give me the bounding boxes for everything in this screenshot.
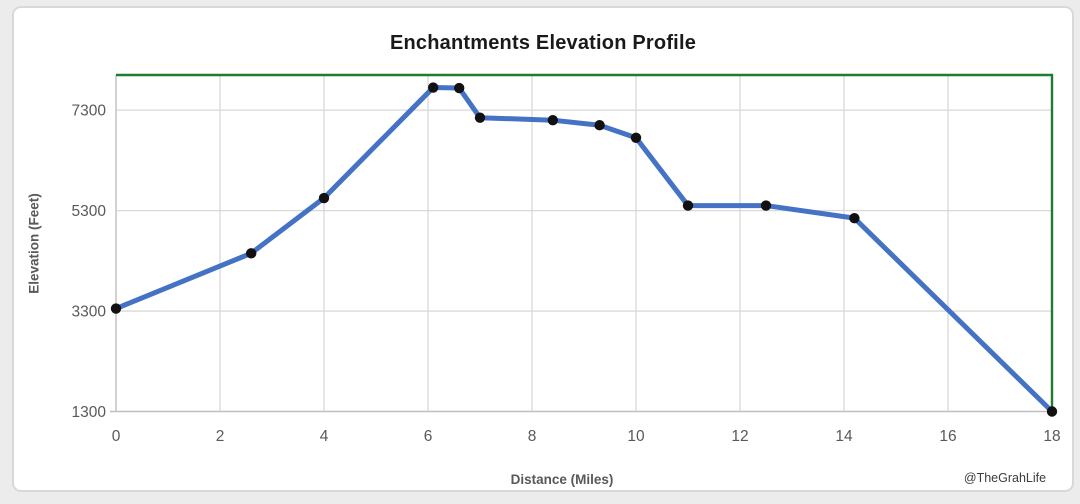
y-tick-label: 7300: [72, 103, 107, 120]
x-tick-label: 14: [835, 428, 853, 445]
x-tick-label: 10: [627, 428, 645, 445]
x-tick-label: 16: [939, 428, 956, 445]
data-point-marker: [547, 115, 558, 126]
data-point-marker: [428, 82, 439, 93]
data-point-marker: [110, 303, 122, 314]
data-point-marker: [594, 120, 605, 131]
elevation-data-line: [113, 85, 1055, 414]
y-tick-label: 3300: [72, 303, 107, 320]
data-point-marker: [760, 200, 772, 211]
x-tick-label: 0: [112, 428, 121, 445]
x-tick-label: 8: [528, 428, 537, 445]
data-point-marker: [474, 112, 486, 123]
data-point-marker: [682, 200, 694, 211]
data-point-marker: [318, 192, 330, 204]
x-tick-label: 6: [424, 428, 433, 445]
data-point-marker: [849, 212, 860, 224]
x-tick-label: 18: [1043, 428, 1060, 445]
x-tick-label: 12: [731, 428, 748, 445]
x-axis-title: Distance (Miles): [510, 472, 614, 487]
plot-border-green: [116, 73, 1054, 412]
data-point-marker: [454, 82, 465, 94]
x-tick-label: 2: [216, 428, 225, 445]
y-tick-label: 5300: [72, 203, 107, 220]
data-point-marker: [1046, 406, 1058, 417]
x-tick-label: 4: [320, 428, 329, 445]
elevation-profile-line-chart: 1300 3300 5300 7300 0 2 4 6 8 10 12 14 16 18: [72, 73, 1061, 445]
watermark-credit: @TheGrahLife: [963, 471, 1047, 485]
data-point-marker: [246, 248, 257, 259]
data-point-marker: [630, 132, 642, 143]
chart-window: Enchantments Elevation Profile Elevation…: [12, 6, 1074, 492]
y-tick-label: 1300: [72, 404, 107, 421]
chart-title: Enchantments Elevation Profile: [389, 32, 697, 54]
